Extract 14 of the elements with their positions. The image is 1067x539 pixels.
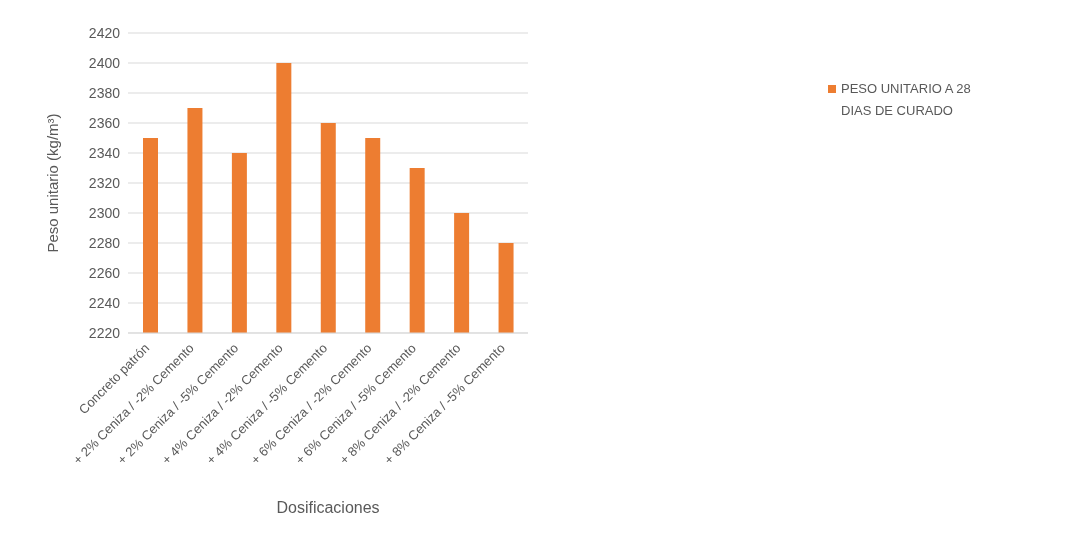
y-tick-label: 2340: [88, 144, 121, 161]
y-axis-title: Peso unitario (kg/m³): [44, 113, 62, 253]
legend-label: PESO UNITARIO A 28 DIAS DE CURADO: [841, 80, 972, 120]
y-tick-label: 2220: [88, 324, 121, 341]
y-tick-label: 2380: [88, 84, 121, 101]
y-tick-label: 2300: [88, 204, 121, 221]
y-tick-label: 2280: [88, 234, 121, 251]
y-tick-label: 2360: [88, 114, 121, 131]
y-tick-label: 2400: [88, 54, 121, 71]
y-tick-label: 2260: [88, 264, 121, 281]
y-tick-label: 2320: [88, 174, 121, 191]
y-tick-label: 2420: [88, 24, 121, 41]
y-tick-label: 2240: [88, 294, 121, 311]
x-axis-title: Dosificaciones: [276, 499, 380, 516]
